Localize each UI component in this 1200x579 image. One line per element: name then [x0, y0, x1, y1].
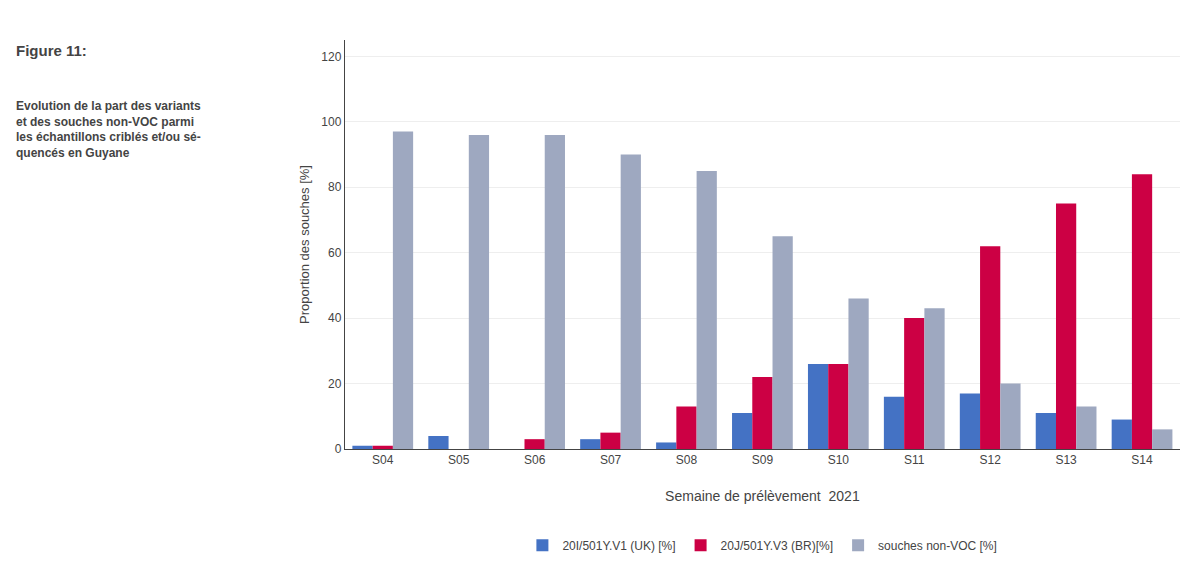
- svg-text:S07: S07: [600, 453, 622, 467]
- svg-text:0: 0: [335, 442, 342, 456]
- svg-text:Proportion des souches [%]: Proportion des souches [%]: [297, 165, 312, 324]
- svg-text:80: 80: [328, 180, 342, 194]
- svg-text:souches non-VOC [%]: souches non-VOC [%]: [878, 539, 997, 553]
- svg-text:60: 60: [328, 246, 342, 260]
- svg-text:Figure 11:: Figure 11:: [16, 42, 87, 59]
- svg-text:Evolution de la part des varia: Evolution de la part des variantset des …: [16, 99, 201, 160]
- svg-text:S12: S12: [980, 453, 1002, 467]
- svg-text:S04: S04: [372, 453, 394, 467]
- svg-text:120: 120: [321, 50, 341, 64]
- svg-text:40: 40: [328, 311, 342, 325]
- svg-text:20J/501Y.V3 (BR)[%]: 20J/501Y.V3 (BR)[%]: [721, 539, 834, 553]
- svg-text:100: 100: [321, 115, 341, 129]
- svg-text:S06: S06: [524, 453, 546, 467]
- svg-text:20: 20: [328, 377, 342, 391]
- svg-text:20I/501Y.V1 (UK) [%]: 20I/501Y.V1 (UK) [%]: [562, 539, 675, 553]
- svg-text:S11: S11: [904, 453, 925, 467]
- svg-text:S14: S14: [1131, 453, 1153, 467]
- svg-text:S08: S08: [676, 453, 698, 467]
- svg-text:S13: S13: [1055, 453, 1077, 467]
- svg-text:S05: S05: [448, 453, 470, 467]
- svg-text:Semaine de prélèvement 2021: Semaine de prélèvement 2021: [665, 488, 860, 504]
- svg-text:S09: S09: [752, 453, 774, 467]
- svg-text:S10: S10: [828, 453, 850, 467]
